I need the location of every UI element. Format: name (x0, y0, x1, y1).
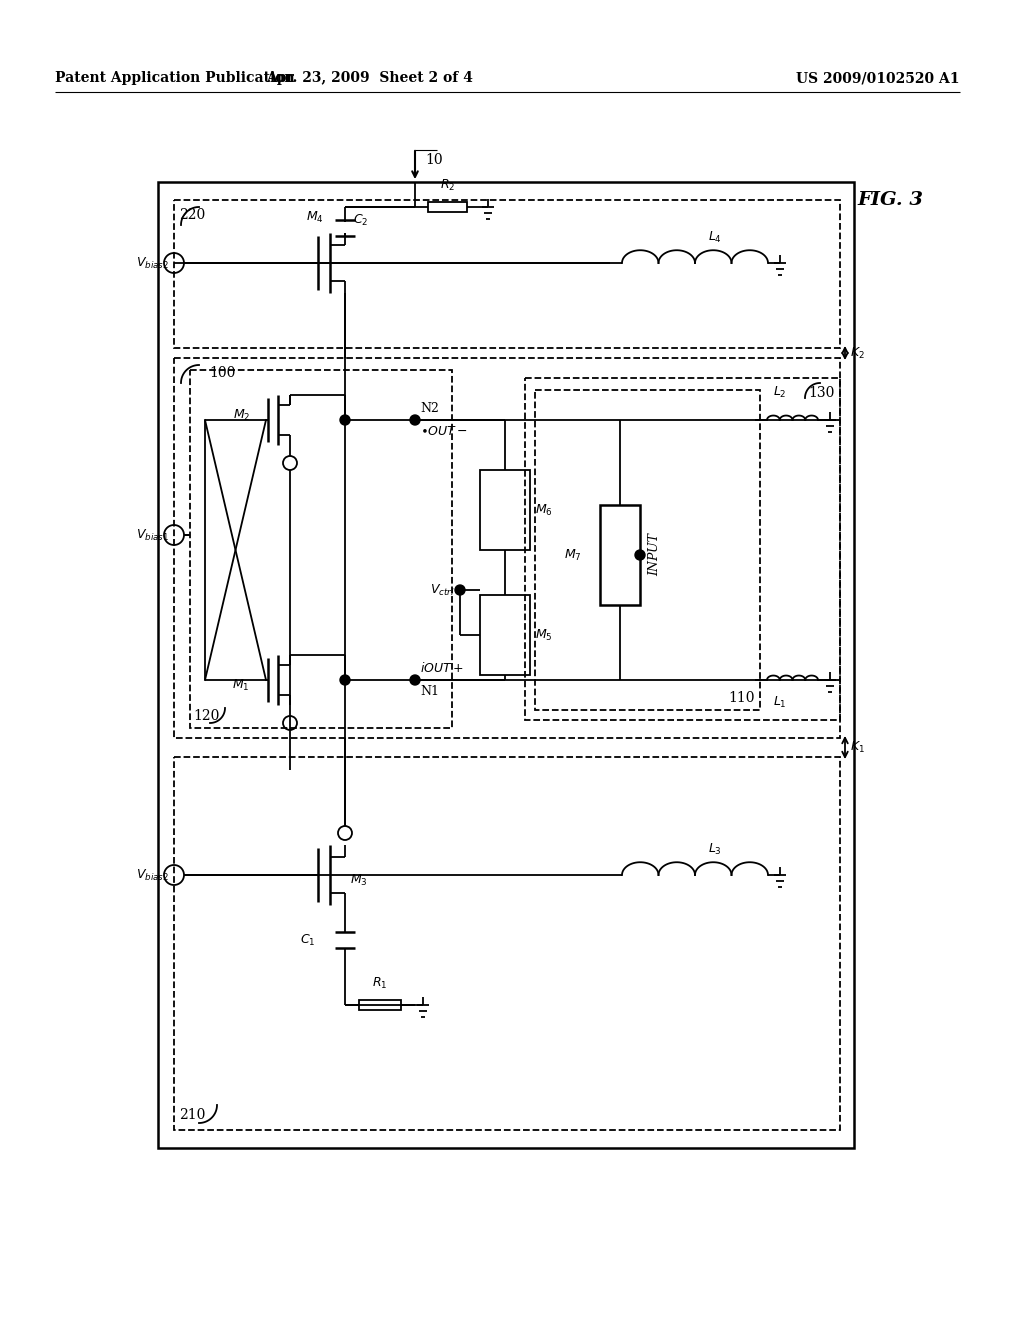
Circle shape (455, 585, 465, 595)
Text: $C_1$: $C_1$ (300, 932, 315, 948)
Bar (480, 470, 530, 550)
Circle shape (340, 414, 350, 425)
Text: $L_4$: $L_4$ (708, 230, 722, 246)
Bar (600, 506, 640, 605)
Text: $K_1$: $K_1$ (850, 741, 865, 755)
Text: $M_1$: $M_1$ (232, 677, 250, 693)
Text: 110: 110 (728, 690, 755, 705)
Text: $\bullet OUT-$: $\bullet OUT-$ (420, 425, 468, 438)
Circle shape (340, 675, 350, 685)
Text: $V_{ctrl}$: $V_{ctrl}$ (430, 582, 455, 598)
Text: $V_{bias1}$: $V_{bias1}$ (136, 528, 169, 543)
Text: 100: 100 (209, 366, 236, 380)
Bar (428, 202, 467, 213)
Text: $L_1$: $L_1$ (773, 696, 786, 710)
Bar (174, 756, 840, 1130)
Circle shape (635, 550, 645, 560)
Text: 210: 210 (179, 1107, 206, 1122)
Text: $R_1$: $R_1$ (373, 975, 388, 991)
Text: $M_3$: $M_3$ (350, 873, 368, 887)
Text: $C_2$: $C_2$ (353, 213, 369, 227)
Text: 120: 120 (193, 709, 219, 723)
Text: $R_2$: $R_2$ (440, 178, 455, 193)
Text: $M_6$: $M_6$ (535, 503, 553, 517)
Circle shape (410, 675, 420, 685)
Text: US 2009/0102520 A1: US 2009/0102520 A1 (797, 71, 961, 84)
Bar (174, 201, 840, 348)
Text: $M_2$: $M_2$ (232, 408, 250, 422)
Bar (359, 1001, 401, 1010)
Text: $iOUT+$: $iOUT+$ (420, 661, 464, 675)
Text: INPUT: INPUT (648, 533, 662, 577)
Text: N2: N2 (420, 403, 439, 414)
Text: 220: 220 (179, 209, 205, 222)
Bar (158, 182, 854, 1148)
Text: 130: 130 (809, 385, 835, 400)
Text: $M_5$: $M_5$ (535, 627, 553, 643)
Text: N1: N1 (420, 685, 439, 698)
Text: Patent Application Publication: Patent Application Publication (55, 71, 295, 84)
Bar (480, 595, 530, 675)
Text: 10: 10 (425, 153, 442, 168)
Text: $V_{bias2}$: $V_{bias2}$ (136, 256, 169, 271)
Text: FIG. 3: FIG. 3 (857, 191, 923, 209)
Bar (190, 370, 452, 729)
Text: Apr. 23, 2009  Sheet 2 of 4: Apr. 23, 2009 Sheet 2 of 4 (266, 71, 473, 84)
Text: $K_2$: $K_2$ (850, 346, 865, 360)
Text: $M_4$: $M_4$ (306, 210, 324, 224)
Text: $V_{bias2}$: $V_{bias2}$ (136, 867, 169, 883)
Text: $L_3$: $L_3$ (708, 842, 722, 857)
Text: $L_2$: $L_2$ (773, 385, 786, 400)
Circle shape (410, 414, 420, 425)
Bar (535, 389, 760, 710)
Bar (174, 358, 840, 738)
Bar (525, 378, 840, 719)
Text: $M_7$: $M_7$ (564, 548, 582, 562)
